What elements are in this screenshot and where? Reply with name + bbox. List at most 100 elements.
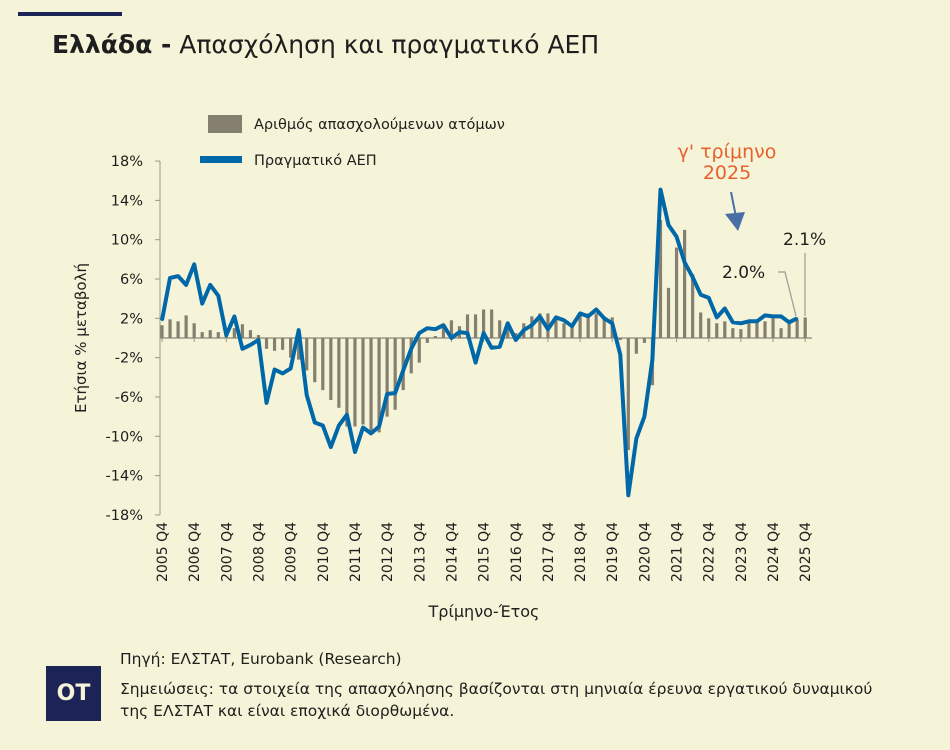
y-tick-label: 2% (120, 311, 143, 327)
legend-swatch-gdp (200, 156, 242, 163)
gdp-point (281, 372, 284, 375)
x-axis-title: Τρίμηνο-Έτος (428, 602, 540, 621)
y-tick-label: -10% (106, 429, 143, 445)
employment-bar (691, 274, 695, 338)
x-tick-label: 2013 Q4 (412, 522, 428, 582)
gdp-point (305, 394, 308, 397)
employment-bar (755, 321, 759, 338)
gdp-point (386, 393, 389, 396)
gdp-point (563, 319, 565, 322)
employment-bar (747, 323, 751, 338)
gdp-point (675, 235, 678, 238)
employment-bar (723, 321, 727, 338)
gdp-last-label: 2.0% (722, 263, 765, 283)
gdp-point (402, 369, 405, 372)
employment-bar (216, 332, 220, 338)
x-tick-label: 2005 Q4 (155, 522, 171, 582)
employment-bar (779, 328, 783, 338)
employment-bar (763, 321, 767, 338)
x-tick-label: 2024 Q4 (766, 522, 782, 582)
callout-text-line2: 2025 (703, 162, 751, 184)
gdp-point (442, 324, 445, 327)
gdp-point (739, 322, 742, 325)
gdp-point (490, 346, 493, 349)
gdp-point (603, 317, 606, 320)
employment-bar (401, 338, 405, 391)
gdp-point (651, 358, 654, 361)
x-tick-label: 2018 Q4 (573, 522, 589, 582)
employment-bar (482, 309, 486, 338)
employment-bar (345, 338, 349, 427)
gdp-point (297, 329, 300, 332)
gdp-point (345, 413, 348, 416)
gdp-point (241, 347, 244, 350)
gdp-point (788, 321, 791, 324)
employment-bar (449, 320, 454, 338)
employment-bar (168, 319, 172, 338)
gdp-point (514, 338, 517, 341)
gdp-point (659, 188, 662, 191)
employment-bar (281, 338, 285, 350)
employment-bar (562, 323, 566, 338)
gdp-point (611, 322, 614, 325)
employment-bar (803, 317, 807, 338)
gdp-point (579, 312, 582, 315)
employment-bar (425, 338, 429, 343)
employment-bar (393, 338, 397, 410)
gdp-point (458, 331, 461, 334)
employment-bar (642, 338, 646, 343)
employment-bar (498, 320, 502, 338)
employment-bar (329, 338, 333, 400)
gdp-point (554, 316, 557, 319)
employment-bar (465, 314, 470, 338)
x-tick-label: 2020 Q4 (637, 522, 653, 582)
x-tick-label: 2021 Q4 (670, 522, 686, 582)
employment-bar (795, 319, 799, 338)
x-tick-label: 2008 Q4 (251, 522, 267, 582)
employment-bar (313, 338, 317, 383)
x-tick-label: 2017 Q4 (541, 522, 557, 582)
gdp-point (764, 314, 766, 317)
employment-bar (321, 338, 325, 391)
y-tick-label: 18% (111, 154, 143, 170)
employment-bar (361, 338, 365, 425)
employment-bar (385, 338, 389, 417)
employment-bar (353, 338, 357, 427)
callout-arrow-shaft (730, 191, 737, 218)
gdp-point (418, 332, 421, 335)
callout-text-line1: γ' τρίμηνο (678, 141, 777, 163)
employment-bar (739, 329, 743, 338)
gdp-point (747, 320, 750, 323)
y-tick-label: 6% (120, 272, 143, 288)
x-tick-label: 2012 Q4 (380, 522, 396, 582)
gdp-point (482, 332, 485, 335)
gdp-point (691, 276, 694, 279)
gdp-point (362, 426, 364, 429)
gdp-point (538, 315, 541, 318)
gdp-point (635, 437, 638, 440)
employment-bar (715, 323, 719, 338)
employment-bar (289, 338, 293, 358)
gdp-point (410, 347, 413, 350)
gdp-point (571, 325, 574, 328)
employment-bar (683, 229, 687, 338)
employment-bar (192, 323, 196, 338)
gdp-point (233, 315, 236, 318)
gdp-point (353, 451, 356, 454)
employment-bar (787, 323, 791, 338)
gdp-point (643, 415, 646, 418)
gdp-point (755, 320, 758, 323)
legend-label-employment: Αριθμός απασχολούμενων ατόμων (254, 117, 505, 133)
x-tick-label: 2014 Q4 (444, 522, 460, 582)
employment-bar (433, 336, 437, 338)
source-note: Πηγή: ΕΛΣΤΑΤ, Eurobank (Research) (120, 650, 402, 668)
employment-bar (264, 338, 269, 349)
y-tick-label: 14% (111, 193, 143, 209)
employment-bar (586, 313, 590, 338)
employment-bar (634, 338, 638, 354)
legend-label-gdp: Πραγματικό ΑΕΠ (254, 153, 377, 169)
y-tick-label: 10% (111, 233, 143, 249)
gdp-point (731, 321, 734, 324)
employment-bar (554, 316, 558, 338)
gdp-point (796, 317, 799, 320)
